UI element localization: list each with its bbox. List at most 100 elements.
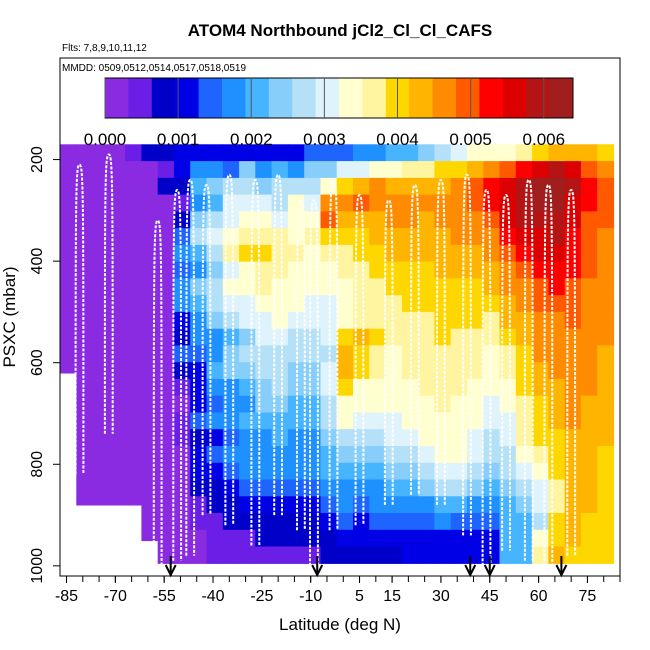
heatmap-cell [369, 161, 387, 179]
flight-profile-trace [172, 188, 183, 561]
heatmap-cell [418, 513, 435, 531]
heatmap-cell [548, 446, 566, 464]
heatmap-cell [532, 496, 549, 514]
heatmap-cell [450, 228, 468, 246]
heatmap-cell [92, 144, 110, 162]
heatmap-cell [125, 295, 142, 313]
heatmap-cell [434, 345, 452, 363]
heatmap-cell [499, 546, 517, 564]
flight-profile-trace [328, 178, 339, 531]
heatmap-cell [369, 513, 387, 531]
heatmap-cell [580, 395, 598, 414]
heatmap-cell [206, 194, 224, 212]
heatmap-cell [336, 546, 354, 564]
heatmap-cell [320, 513, 338, 531]
heatmap-cell [450, 244, 468, 263]
heatmap-cell [239, 295, 256, 313]
heatmap-cell [157, 546, 175, 564]
heatmap-cell [532, 446, 549, 464]
heatmap-cell [336, 395, 354, 414]
heatmap-cell [597, 513, 615, 531]
heatmap-cell [418, 529, 435, 548]
heatmap-cell [401, 446, 419, 464]
heatmap-cell [157, 379, 175, 397]
heatmap-cell [385, 479, 403, 497]
heatmap-cell [434, 244, 452, 263]
heatmap-cell [304, 412, 322, 430]
colorbar-ticks: 0.000 0.001 0.002 0.003 0.004 0.005 0.006 [84, 78, 565, 149]
heatmap-cell [499, 395, 517, 414]
colorbar-swatch [151, 78, 176, 118]
heatmap-cell [580, 144, 598, 162]
heatmap-cell [92, 379, 110, 397]
heatmap-cell [320, 328, 338, 347]
heatmap-cell [483, 244, 501, 263]
heatmap-cell [76, 429, 94, 447]
heatmap-cell [320, 177, 338, 196]
heatmap-cell [92, 244, 110, 263]
heatmap-cell [385, 513, 403, 531]
heatmap-cell [239, 261, 256, 279]
heatmap-cell [141, 395, 159, 414]
heatmap-cell [353, 496, 370, 514]
heatmap-cell [548, 529, 566, 548]
heatmap-cell [174, 412, 191, 430]
heatmap-cell [206, 161, 224, 179]
heatmap-cell [418, 412, 435, 430]
heatmap-cell [483, 446, 501, 464]
profile-arrows [164, 556, 568, 578]
heatmap-cell [287, 328, 305, 347]
heatmap-cell [108, 328, 126, 347]
colorbar-swatch [409, 78, 434, 118]
heatmap-cell [92, 295, 110, 313]
heatmap-cell [499, 513, 517, 531]
heatmap-cell [450, 379, 468, 397]
heatmap-cell [369, 228, 387, 246]
heatmap-cell [532, 345, 549, 363]
flight-profile-trace [273, 173, 283, 516]
heatmap-cell [92, 362, 110, 380]
heatmap-cell [515, 177, 533, 196]
heatmap-cell [515, 345, 533, 363]
heatmap-cell [515, 462, 533, 481]
heatmap-cell [418, 161, 435, 179]
heatmap-cell [190, 412, 208, 430]
heatmap-cell [60, 211, 77, 229]
heatmap-cell [401, 261, 419, 279]
heatmap-cell [515, 144, 533, 162]
heatmap-cell [222, 479, 240, 497]
heatmap-cell [548, 496, 566, 514]
colorbar-tick-label: 0.006 [523, 130, 566, 149]
heatmap-cell [271, 328, 289, 347]
heatmap-cell [336, 479, 354, 497]
heatmap-cell [385, 261, 403, 279]
heatmap-cell [401, 379, 419, 397]
x-tick-label: 45 [481, 588, 499, 605]
heatmap-cell [515, 161, 533, 179]
heatmap-cell [60, 194, 77, 212]
heatmap-cell [271, 345, 289, 363]
heatmap-cell [597, 462, 615, 481]
profile-arrow-head [464, 564, 477, 578]
heatmap-cell [532, 228, 549, 246]
heatmap-cell [60, 328, 77, 347]
heatmap-cell [450, 462, 468, 481]
heatmap-cell [499, 496, 517, 514]
colorbar-swatch [456, 78, 480, 118]
heatmap-cell [239, 345, 256, 363]
heatmap-cell [418, 362, 435, 380]
heatmap-cell [369, 546, 387, 564]
heatmap-cell [580, 529, 598, 548]
heatmap-cell [157, 177, 175, 196]
heatmap-cell [174, 278, 191, 296]
heatmap-cell [467, 496, 484, 514]
heatmap-cell [157, 479, 175, 497]
heatmap-cell [304, 261, 322, 279]
heatmap-cell [515, 278, 533, 296]
heatmap-cell [597, 446, 615, 464]
heatmap-cell [92, 278, 110, 296]
flight-profile-trace [436, 178, 446, 505]
heatmap-cell [369, 278, 387, 296]
heatmap-cell [401, 546, 419, 564]
heatmap-cell [450, 311, 468, 330]
